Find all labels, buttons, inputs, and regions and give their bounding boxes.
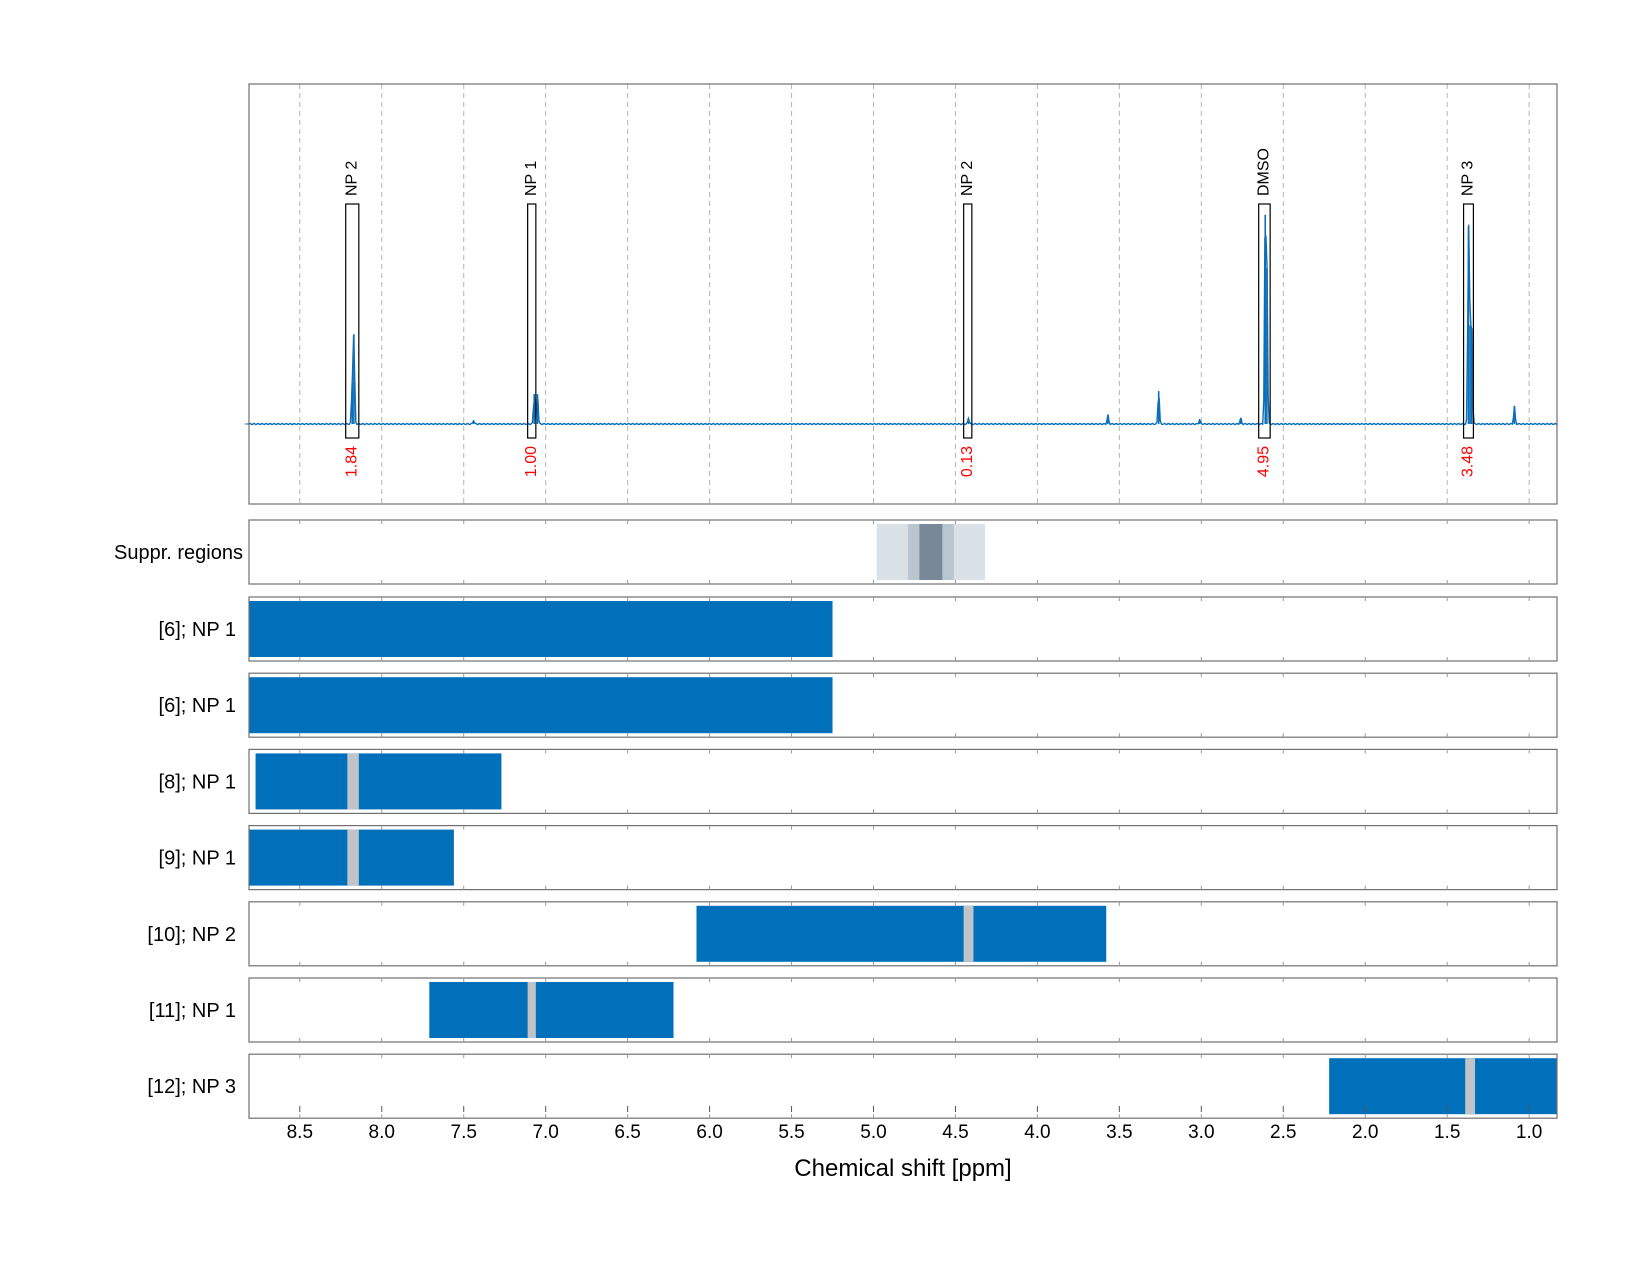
spectrum-line bbox=[248, 224, 1558, 426]
row-label: [9]; NP 1 bbox=[159, 848, 236, 870]
tracks bbox=[249, 601, 1557, 1115]
track-panel bbox=[248, 1053, 1558, 1119]
track-bar bbox=[1329, 1058, 1557, 1115]
region-label: NP 2 bbox=[959, 161, 976, 196]
x-tick-label: 3.5 bbox=[1106, 1122, 1132, 1143]
region-label: NP 2 bbox=[343, 161, 360, 196]
suppressed-band bbox=[919, 524, 943, 580]
suppressed-bands bbox=[876, 524, 985, 580]
track-gap bbox=[347, 829, 359, 886]
x-tick-label: 1.0 bbox=[1516, 1122, 1542, 1143]
x-tick-label: 8.5 bbox=[287, 1122, 313, 1143]
region-label: NP 1 bbox=[523, 161, 540, 196]
track-bar bbox=[249, 601, 833, 657]
region-label: NP 3 bbox=[1460, 161, 1477, 196]
x-tick-label: 5.0 bbox=[860, 1122, 886, 1143]
region-label: DMSO bbox=[1256, 148, 1273, 196]
track-panel bbox=[248, 596, 1558, 662]
x-tick-label: 5.5 bbox=[778, 1122, 804, 1143]
row-label: [6]; NP 1 bbox=[159, 619, 236, 641]
track-gap bbox=[963, 905, 974, 962]
row-label: [11]; NP 1 bbox=[149, 1000, 236, 1022]
track-bar bbox=[255, 753, 502, 810]
track-panel bbox=[248, 824, 1558, 891]
track-gap bbox=[1465, 1058, 1476, 1115]
spectrum-panel bbox=[248, 83, 1558, 505]
annotated-regions: NP 2 1.84 NP 1 1.00 NP 2 0.13 DMSO 4.95 NP 3 3.48 bbox=[343, 148, 1476, 477]
track-bar bbox=[429, 982, 674, 1038]
suppressed-regions-panel bbox=[248, 519, 1558, 585]
grid-lines bbox=[299, 84, 1530, 504]
track-panel bbox=[248, 901, 1558, 967]
integral-label: 1.00 bbox=[523, 446, 540, 477]
x-tick-label: 1.5 bbox=[1434, 1122, 1460, 1143]
region-box bbox=[345, 203, 360, 439]
track-gap bbox=[347, 753, 359, 810]
track-bar bbox=[249, 677, 833, 734]
x-tick-label: 2.5 bbox=[1270, 1122, 1296, 1143]
x-tick-label: 6.5 bbox=[614, 1122, 640, 1143]
x-axis-title: Chemical shift [ppm] bbox=[794, 1155, 1011, 1182]
region-box bbox=[1462, 203, 1475, 439]
x-tick-label: 8.0 bbox=[369, 1122, 395, 1143]
integral-label: 0.13 bbox=[959, 446, 976, 477]
row-label: [6]; NP 1 bbox=[159, 695, 236, 717]
region-box bbox=[1258, 203, 1271, 439]
x-tick-label: 2.0 bbox=[1352, 1122, 1378, 1143]
x-tick-label: 4.0 bbox=[1024, 1122, 1050, 1143]
x-tick-label: 6.0 bbox=[696, 1122, 722, 1143]
track-panel bbox=[248, 672, 1558, 738]
track-gap bbox=[527, 982, 536, 1038]
track-panel bbox=[248, 748, 1558, 815]
row-label: Suppr. regions bbox=[114, 542, 243, 564]
row-label: [10]; NP 2 bbox=[147, 924, 236, 946]
spectrum-peaks bbox=[351, 214, 1516, 424]
x-tick-label: 7.5 bbox=[451, 1122, 477, 1143]
integral-label: 4.95 bbox=[1256, 446, 1273, 477]
x-tick-label: 7.0 bbox=[532, 1122, 558, 1143]
integral-label: 3.48 bbox=[1460, 446, 1477, 477]
row-label: [8]; NP 1 bbox=[159, 771, 236, 793]
row-label: [12]; NP 3 bbox=[147, 1076, 236, 1098]
x-tick-label: 4.5 bbox=[942, 1122, 968, 1143]
region-box bbox=[527, 203, 537, 439]
integral-label: 1.84 bbox=[343, 446, 360, 477]
x-axis: 8.5 8.0 7.5 7.0 6.5 6.0 5.5 5.0 4.5 4.0 3.5 3.0 2.5 2… bbox=[287, 1106, 1542, 1143]
track-panel bbox=[248, 977, 1558, 1043]
region-box bbox=[963, 203, 973, 439]
x-tick-label: 3.0 bbox=[1188, 1122, 1214, 1143]
track-bar bbox=[696, 905, 1107, 962]
